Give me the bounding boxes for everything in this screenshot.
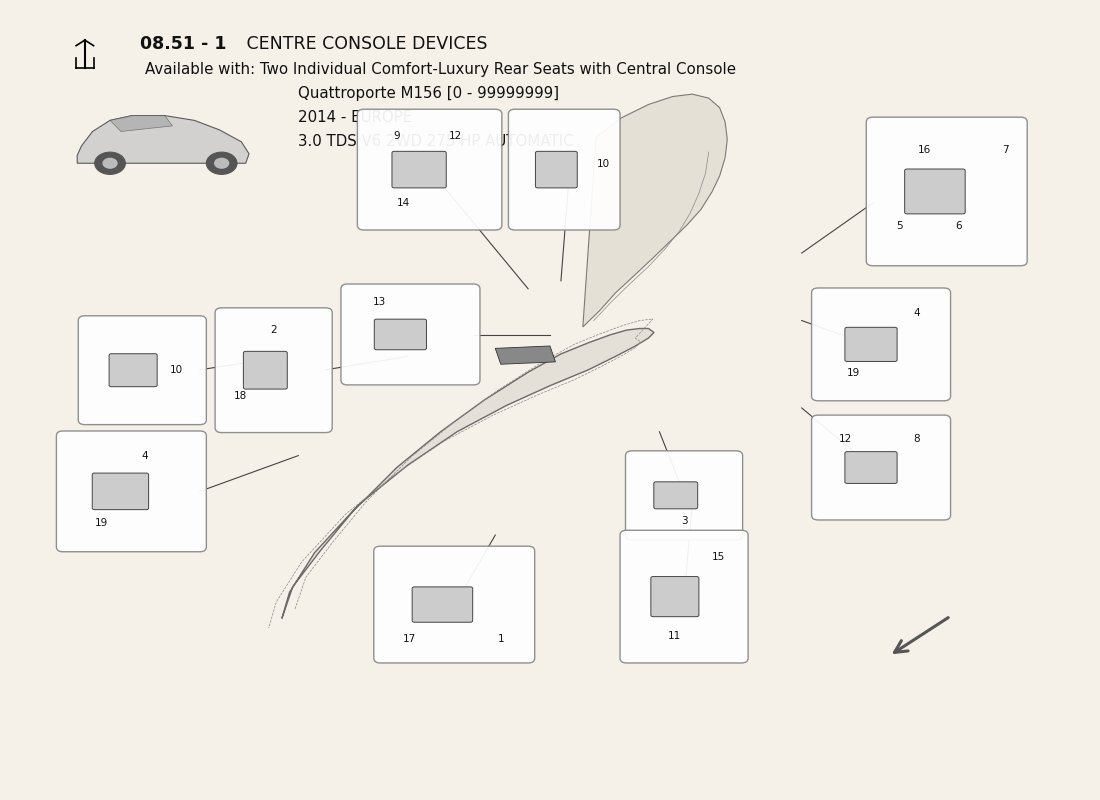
Text: 1: 1 xyxy=(498,634,505,644)
Text: 12: 12 xyxy=(839,434,853,444)
Text: 10: 10 xyxy=(597,159,611,169)
FancyBboxPatch shape xyxy=(508,110,620,230)
Circle shape xyxy=(102,158,118,169)
FancyBboxPatch shape xyxy=(56,431,207,552)
FancyBboxPatch shape xyxy=(358,110,502,230)
Text: 8: 8 xyxy=(913,434,920,444)
FancyBboxPatch shape xyxy=(78,316,207,425)
Circle shape xyxy=(207,152,236,174)
Text: 13: 13 xyxy=(373,298,386,307)
FancyBboxPatch shape xyxy=(412,587,473,622)
Polygon shape xyxy=(282,329,654,618)
FancyBboxPatch shape xyxy=(651,577,698,617)
FancyBboxPatch shape xyxy=(216,308,332,433)
Text: 17: 17 xyxy=(404,634,417,644)
FancyBboxPatch shape xyxy=(536,151,578,188)
FancyBboxPatch shape xyxy=(92,473,148,510)
Text: 2014 - EUROPE: 2014 - EUROPE xyxy=(298,110,412,125)
Text: 18: 18 xyxy=(234,390,248,401)
Polygon shape xyxy=(77,115,249,163)
Text: 19: 19 xyxy=(847,368,860,378)
FancyBboxPatch shape xyxy=(812,415,950,520)
Text: Quattroporte M156 [0 - 99999999]: Quattroporte M156 [0 - 99999999] xyxy=(298,86,560,101)
Circle shape xyxy=(95,152,125,174)
Text: 10: 10 xyxy=(170,366,184,375)
FancyBboxPatch shape xyxy=(867,117,1027,266)
FancyBboxPatch shape xyxy=(904,169,965,214)
Polygon shape xyxy=(583,94,727,327)
Text: 3: 3 xyxy=(681,516,688,526)
FancyBboxPatch shape xyxy=(812,288,950,401)
Text: 12: 12 xyxy=(449,131,462,142)
FancyBboxPatch shape xyxy=(341,284,480,385)
Text: 15: 15 xyxy=(712,552,725,562)
Text: 3.0 TDS V6 2WD 275 HP AUTOMATIC: 3.0 TDS V6 2WD 275 HP AUTOMATIC xyxy=(298,134,574,149)
Circle shape xyxy=(214,158,229,169)
Text: 2: 2 xyxy=(271,325,277,335)
FancyBboxPatch shape xyxy=(243,351,287,389)
FancyBboxPatch shape xyxy=(626,451,743,540)
Text: CENTRE CONSOLE DEVICES: CENTRE CONSOLE DEVICES xyxy=(241,34,488,53)
Text: 9: 9 xyxy=(394,131,400,142)
FancyBboxPatch shape xyxy=(109,354,157,386)
Text: 19: 19 xyxy=(95,518,108,527)
Text: 11: 11 xyxy=(669,631,682,641)
FancyBboxPatch shape xyxy=(653,482,697,509)
Text: 4: 4 xyxy=(913,309,920,318)
Text: 4: 4 xyxy=(142,450,148,461)
Polygon shape xyxy=(110,115,173,131)
Text: 08.51 - 1: 08.51 - 1 xyxy=(140,34,227,53)
Polygon shape xyxy=(495,346,556,364)
FancyBboxPatch shape xyxy=(374,319,427,350)
FancyBboxPatch shape xyxy=(845,452,898,483)
Text: 5: 5 xyxy=(896,222,903,231)
Text: 14: 14 xyxy=(397,198,410,208)
FancyBboxPatch shape xyxy=(374,546,535,663)
Text: 7: 7 xyxy=(1002,145,1009,154)
FancyBboxPatch shape xyxy=(845,327,898,362)
Text: 16: 16 xyxy=(917,145,932,154)
FancyBboxPatch shape xyxy=(620,530,748,663)
FancyBboxPatch shape xyxy=(392,151,447,188)
Text: 6: 6 xyxy=(955,222,961,231)
Text: Available with: Two Individual Comfort-Luxury Rear Seats with Central Console: Available with: Two Individual Comfort-L… xyxy=(145,62,736,77)
